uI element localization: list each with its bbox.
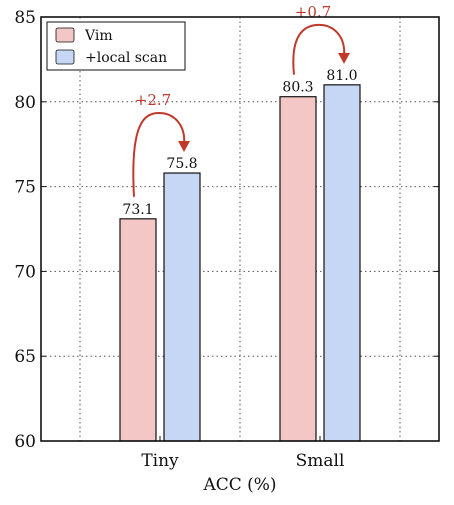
arrowhead-icon [338,52,350,64]
y-tick-label: 80 [14,93,36,113]
y-tick-label: 60 [14,432,36,452]
annotation-label: +0.7 [295,3,331,21]
plot-frame [40,16,440,442]
x-axis-label: ACC (%) [202,475,276,495]
y-tick-label: 85 [14,8,36,28]
legend-swatch-vim [55,27,75,43]
grid-layer [41,17,439,441]
bar-vim-small [279,96,317,442]
bar-local-scan-small [323,84,361,442]
legend-label-local-scan: +local scan [85,50,167,66]
bars-layer [119,84,361,442]
bar-vim-tiny [119,218,157,442]
annotation-arrow [292,23,346,75]
annotation-arrow [132,112,186,197]
x-tick-label: Small [296,451,345,471]
data-label: 80.3 [282,80,313,96]
data-label: 75.8 [166,156,197,172]
y-tick-label: 75 [14,178,36,198]
legend: Vim +local scan [46,21,186,71]
legend-label-vim: Vim [84,28,113,44]
y-tick-label: 70 [14,262,36,282]
ticks-layer: 60 65 70 75 80 85 Tiny Small [14,8,439,471]
y-tick-label: 65 [14,347,36,367]
data-label: 73.1 [122,202,153,218]
data-labels-layer: 73.1 75.8 80.3 81.0 [122,68,357,218]
legend-swatch-local-scan [55,49,75,65]
data-label: 81.0 [326,68,357,84]
bar-local-scan-tiny [163,172,201,442]
arrowhead-icon [178,141,190,153]
annotation-label: +2.7 [135,91,171,109]
x-tick-label: Tiny [141,451,179,471]
